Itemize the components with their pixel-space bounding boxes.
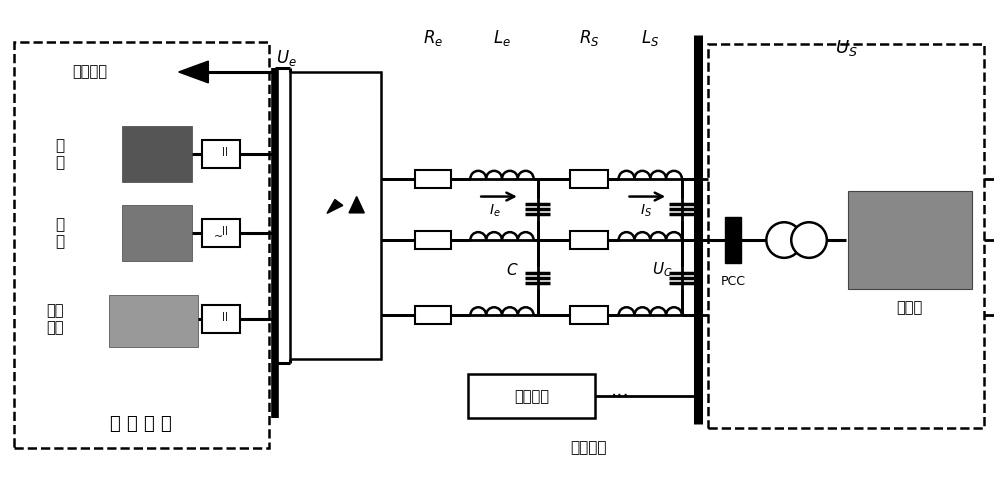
Bar [202, 219, 240, 247]
Text: ||: || [222, 225, 228, 235]
Text: $L_S$: $L_S$ [641, 28, 659, 48]
Text: $C$: $C$ [506, 262, 518, 278]
Polygon shape [349, 197, 364, 213]
Bar [109, 295, 198, 347]
Polygon shape [179, 61, 208, 83]
Text: ||: || [222, 312, 228, 321]
Text: ···: ··· [611, 387, 630, 406]
Text: 储能
装置: 储能 装置 [46, 303, 64, 335]
Text: $I_e$: $I_e$ [489, 202, 501, 219]
Bar [14, 42, 269, 447]
Bar [708, 44, 984, 428]
Text: ~: ~ [214, 232, 223, 242]
Text: 直 流 微 网: 直 流 微 网 [110, 415, 172, 433]
Polygon shape [327, 200, 343, 213]
Text: $I_S$: $I_S$ [640, 202, 652, 219]
Text: 交流母线: 交流母线 [571, 440, 607, 455]
Bar [415, 170, 451, 188]
Bar [570, 231, 608, 249]
Text: 光
伏: 光 伏 [56, 138, 65, 170]
Text: PCC: PCC [721, 275, 746, 288]
Text: $U_e$: $U_e$ [276, 48, 297, 68]
Bar [570, 306, 608, 324]
Text: $L_e$: $L_e$ [493, 28, 511, 48]
Text: 直流负荷: 直流负荷 [72, 64, 107, 80]
Text: $U_S$: $U_S$ [835, 38, 857, 58]
Bar [725, 217, 741, 263]
Bar [122, 126, 192, 182]
Circle shape [766, 222, 802, 258]
Text: 配电网: 配电网 [897, 300, 923, 315]
Bar [202, 305, 240, 333]
Bar [415, 306, 451, 324]
Text: ||: || [222, 146, 228, 156]
Text: $U_C$: $U_C$ [652, 261, 672, 279]
Circle shape [791, 222, 827, 258]
Text: $R_S$: $R_S$ [579, 28, 599, 48]
Bar [570, 170, 608, 188]
Bar [202, 140, 240, 168]
Text: $R_e$: $R_e$ [423, 28, 443, 48]
Bar [848, 191, 972, 289]
Text: 交流微网: 交流微网 [514, 389, 549, 404]
Bar [290, 72, 381, 359]
Text: 风
机: 风 机 [56, 217, 65, 249]
Bar [468, 374, 595, 418]
Bar [122, 205, 192, 261]
Bar [415, 231, 451, 249]
